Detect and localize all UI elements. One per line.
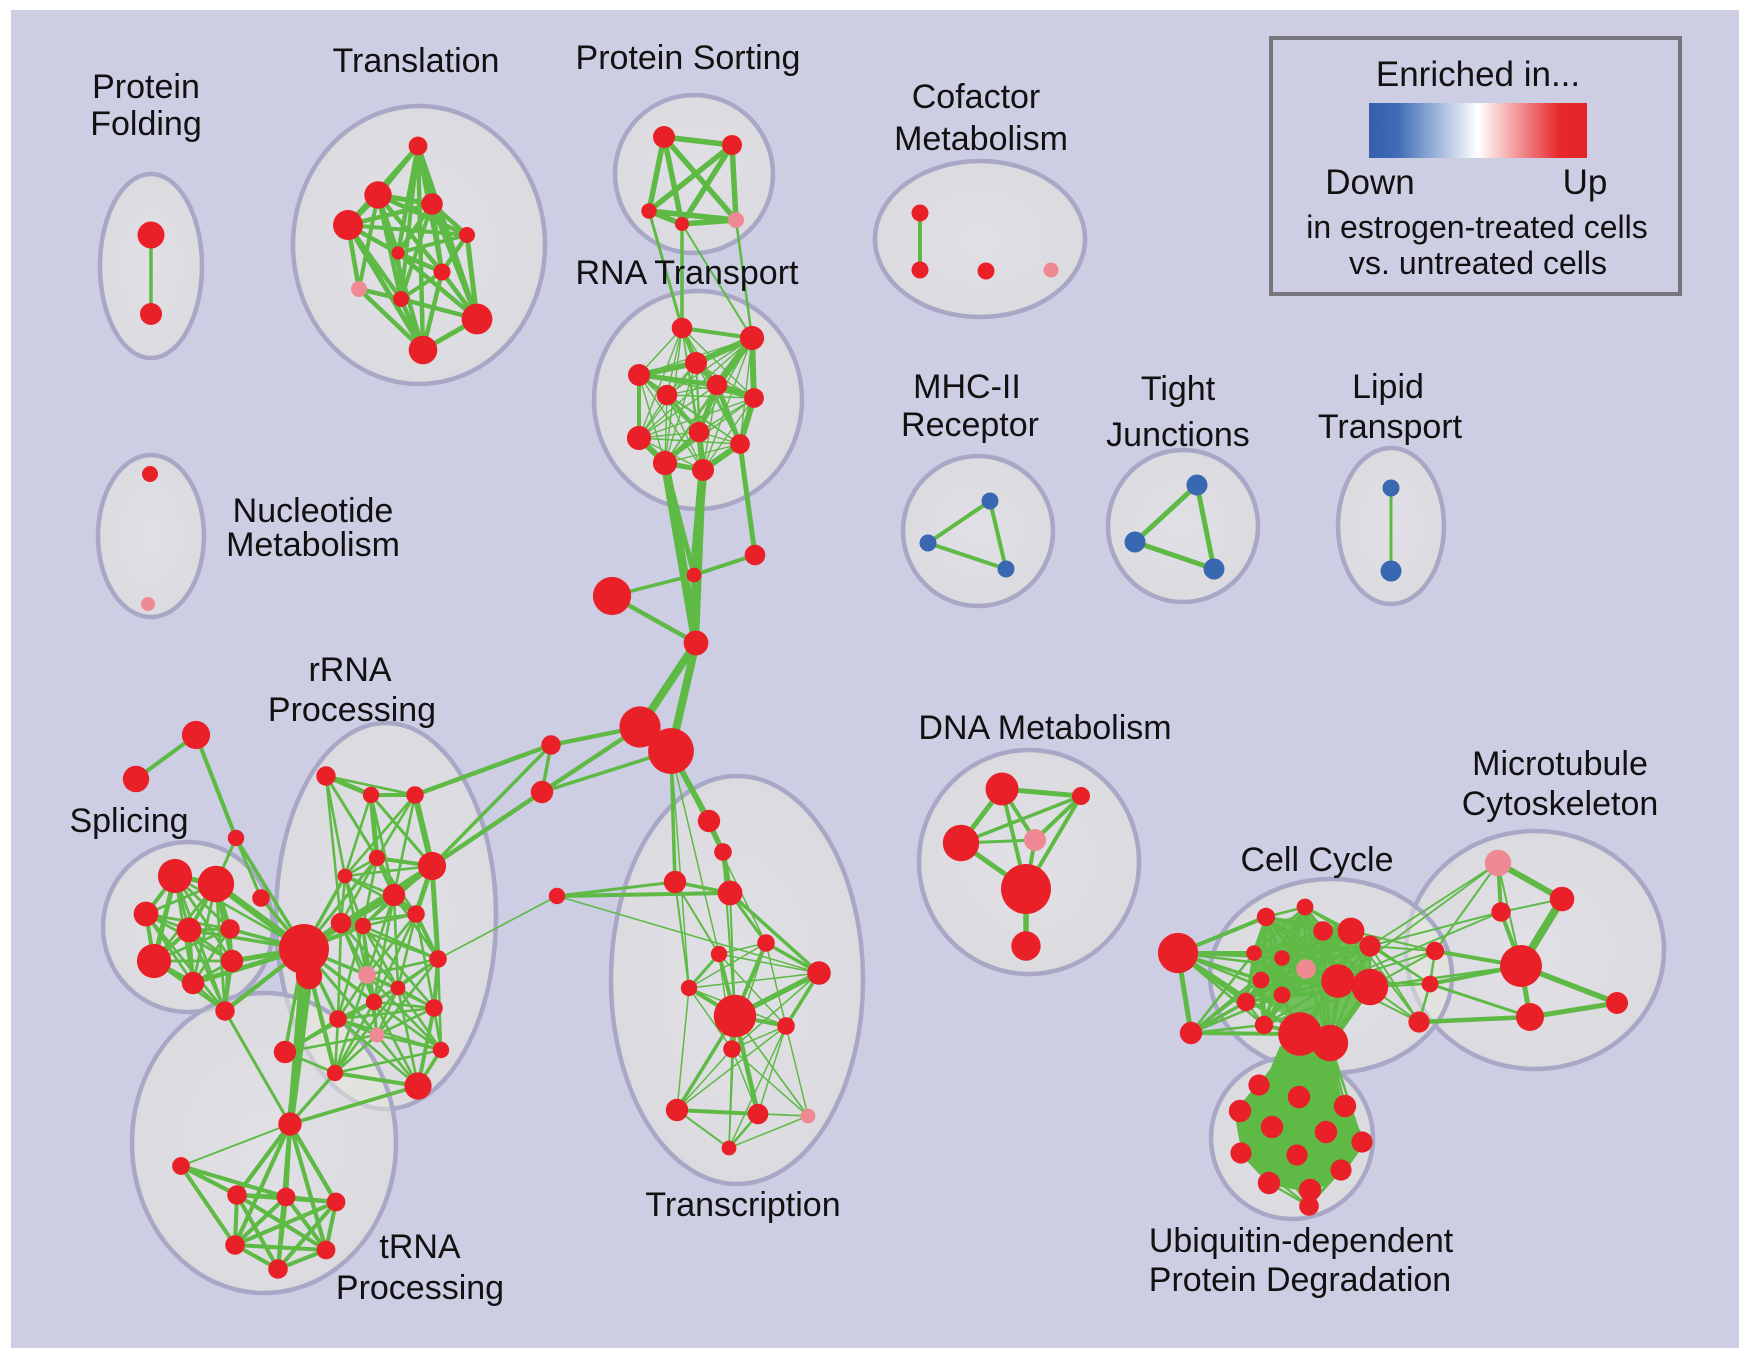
svg-text:rRNA: rRNA xyxy=(308,651,391,689)
svg-text:Cofactor: Cofactor xyxy=(912,78,1041,116)
svg-text:Tight: Tight xyxy=(1141,370,1216,408)
svg-text:Transport: Transport xyxy=(1318,408,1463,446)
svg-text:Protein Degradation: Protein Degradation xyxy=(1149,1261,1451,1299)
svg-text:tRNA: tRNA xyxy=(379,1228,461,1266)
svg-text:Lipid: Lipid xyxy=(1352,368,1424,406)
svg-text:Protein: Protein xyxy=(92,68,200,106)
svg-text:Processing: Processing xyxy=(336,1269,504,1307)
svg-text:RNA Transport: RNA Transport xyxy=(576,254,800,292)
svg-text:Up: Up xyxy=(1563,163,1608,202)
svg-text:DNA Metabolism: DNA Metabolism xyxy=(918,709,1171,747)
svg-text:Ubiquitin-dependent: Ubiquitin-dependent xyxy=(1149,1222,1454,1260)
svg-text:Transcription: Transcription xyxy=(645,1186,840,1224)
svg-text:Metabolism: Metabolism xyxy=(226,526,400,564)
svg-text:Splicing: Splicing xyxy=(69,802,188,840)
svg-text:MHC-II: MHC-II xyxy=(913,368,1021,406)
svg-text:Cell Cycle: Cell Cycle xyxy=(1240,841,1393,879)
svg-text:Cytoskeleton: Cytoskeleton xyxy=(1462,785,1659,823)
svg-text:in estrogen-treated cells: in estrogen-treated cells xyxy=(1306,209,1648,245)
svg-text:Folding: Folding xyxy=(90,105,202,143)
svg-text:Protein Sorting: Protein Sorting xyxy=(576,39,801,77)
svg-text:Enriched in...: Enriched in... xyxy=(1376,55,1580,94)
svg-text:vs. untreated cells: vs. untreated cells xyxy=(1349,245,1607,281)
svg-text:Metabolism: Metabolism xyxy=(894,120,1068,158)
svg-text:Receptor: Receptor xyxy=(901,406,1039,444)
svg-text:Translation: Translation xyxy=(333,42,500,80)
svg-text:Nucleotide: Nucleotide xyxy=(233,492,394,530)
svg-text:Microtubule: Microtubule xyxy=(1472,745,1648,783)
svg-text:Down: Down xyxy=(1325,163,1414,202)
svg-text:Junctions: Junctions xyxy=(1106,416,1250,454)
svg-text:Processing: Processing xyxy=(268,691,436,729)
